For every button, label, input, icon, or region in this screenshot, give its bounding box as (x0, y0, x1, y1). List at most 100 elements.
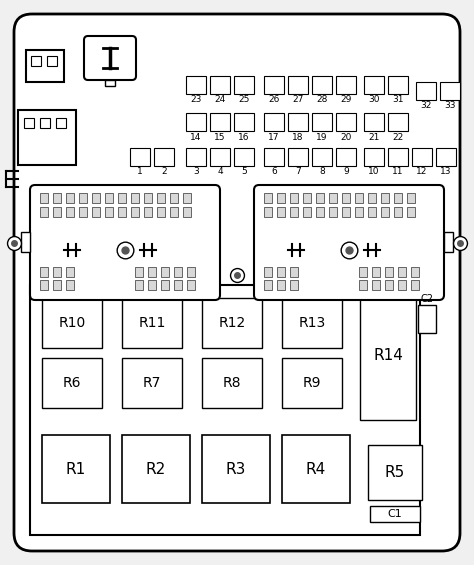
Bar (148, 280, 156, 290)
Bar (118, 193, 126, 203)
FancyBboxPatch shape (84, 36, 136, 80)
Bar (290, 193, 298, 203)
Text: 24: 24 (214, 95, 226, 105)
Bar (264, 76, 284, 94)
Bar (398, 280, 406, 290)
Text: 32: 32 (420, 102, 432, 111)
Bar (144, 193, 152, 203)
Bar (364, 76, 384, 94)
Bar (187, 267, 195, 277)
Bar (53, 280, 61, 290)
Bar (105, 80, 115, 86)
Bar (53, 207, 61, 217)
Bar (21, 232, 30, 252)
Bar (31, 56, 41, 66)
Bar (336, 76, 356, 94)
Text: R14: R14 (373, 347, 403, 363)
Bar (131, 193, 139, 203)
Bar (290, 280, 298, 290)
Bar (282, 298, 342, 348)
Text: 21: 21 (368, 133, 380, 141)
FancyBboxPatch shape (30, 185, 220, 300)
Bar (288, 113, 308, 131)
Bar (290, 207, 298, 217)
Bar (202, 435, 270, 503)
Bar (148, 267, 156, 277)
Bar (312, 113, 332, 131)
Text: 10: 10 (368, 167, 380, 176)
Bar (66, 267, 74, 277)
Text: R3: R3 (226, 462, 246, 476)
Bar (122, 298, 182, 348)
Bar (170, 193, 178, 203)
Bar (161, 280, 169, 290)
Bar (368, 193, 376, 203)
Bar (342, 207, 350, 217)
Bar (234, 148, 254, 166)
Text: R12: R12 (219, 316, 246, 330)
Bar (277, 207, 285, 217)
FancyBboxPatch shape (254, 185, 444, 300)
Bar (264, 113, 284, 131)
Bar (53, 193, 61, 203)
Text: 26: 26 (268, 95, 280, 105)
Text: R2: R2 (146, 462, 166, 476)
Bar (186, 148, 206, 166)
Text: 2: 2 (161, 167, 167, 176)
Text: R13: R13 (298, 316, 326, 330)
Bar (118, 207, 126, 217)
Text: R1: R1 (66, 462, 86, 476)
Bar (170, 207, 178, 217)
Bar (42, 435, 110, 503)
Text: 3: 3 (193, 167, 199, 176)
Text: 12: 12 (416, 167, 428, 176)
Bar (316, 207, 324, 217)
Text: R11: R11 (138, 316, 166, 330)
Bar (303, 207, 311, 217)
Text: R5: R5 (385, 465, 405, 480)
Text: R8: R8 (223, 376, 241, 390)
Bar (264, 280, 272, 290)
Bar (40, 267, 48, 277)
Bar (355, 193, 363, 203)
Bar (42, 298, 102, 348)
Bar (388, 76, 408, 94)
Bar (277, 267, 285, 277)
Text: 6: 6 (271, 167, 277, 176)
Bar (30, 285, 420, 535)
Bar (26, 50, 64, 82)
Bar (336, 113, 356, 131)
Bar (66, 193, 74, 203)
Bar (174, 280, 182, 290)
Bar (174, 267, 182, 277)
Bar (277, 280, 285, 290)
Bar (234, 76, 254, 94)
Bar (157, 207, 165, 217)
Bar (18, 110, 76, 165)
Bar (202, 298, 262, 348)
Bar (264, 267, 272, 277)
Bar (385, 267, 393, 277)
Bar (186, 113, 206, 131)
Bar (79, 193, 87, 203)
Bar (394, 207, 402, 217)
Bar (210, 113, 230, 131)
Bar (368, 445, 422, 500)
Bar (66, 280, 74, 290)
Bar (381, 207, 389, 217)
Bar (388, 113, 408, 131)
Bar (312, 76, 332, 94)
Text: 23: 23 (191, 95, 202, 105)
Bar (288, 148, 308, 166)
Bar (342, 193, 350, 203)
Bar (440, 82, 460, 100)
Bar (288, 76, 308, 94)
Bar (47, 56, 57, 66)
Bar (264, 148, 284, 166)
Bar (264, 193, 272, 203)
Text: 5: 5 (241, 167, 247, 176)
Bar (394, 193, 402, 203)
Text: R10: R10 (58, 316, 86, 330)
Bar (444, 232, 453, 252)
Bar (372, 280, 380, 290)
